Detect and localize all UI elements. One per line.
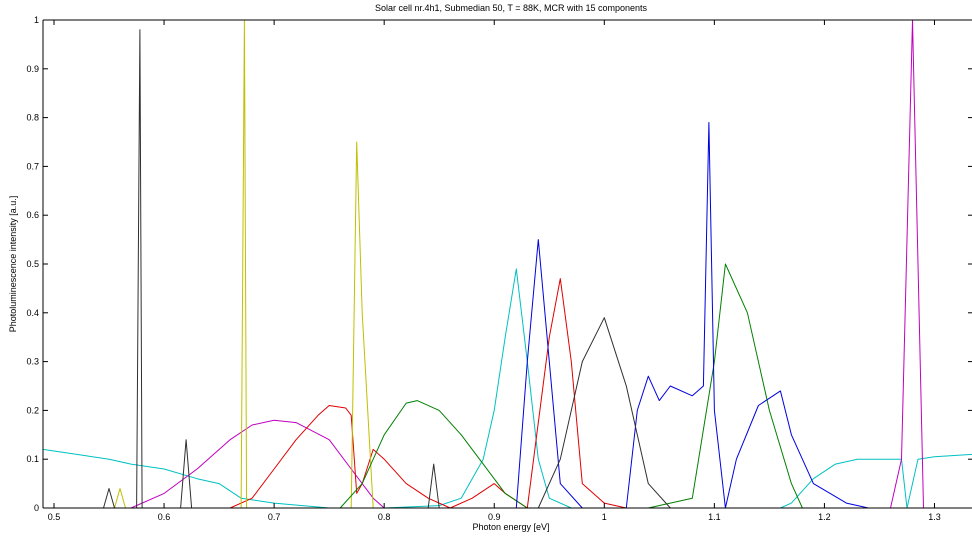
chart-title: Solar cell nr.4h1, Submedian 50, T = 88K… [375, 3, 648, 13]
x-axis: 0.5 0.6 0.7 0.8 0.9 1 1.1 1.2 1.3 [48, 20, 941, 522]
series-line-3 [43, 278, 972, 509]
x-tick-label: 0.8 [378, 512, 391, 522]
y-tick-label: 0 [34, 503, 39, 513]
y-tick-label: 1 [34, 15, 39, 25]
x-tick-label: 1.2 [818, 512, 831, 522]
y-tick-label: 0.7 [26, 161, 39, 171]
series-line-1 [42, 268, 972, 509]
y-tick-label: 0.2 [26, 405, 39, 415]
series-line-2 [43, 19, 972, 509]
y-tick-label: 0.3 [26, 357, 39, 367]
y-axis-label: Photoluminescence intensity [a.u.] [8, 196, 18, 333]
y-tick-label: 0.9 [26, 64, 39, 74]
x-tick-label: 0.5 [48, 512, 61, 522]
y-tick-label: 0.1 [26, 454, 39, 464]
x-tick-label: 1 [602, 512, 607, 522]
y-tick-label: 0.4 [26, 308, 39, 318]
y-tick-label: 0.5 [26, 259, 39, 269]
x-tick-label: 1.3 [928, 512, 941, 522]
x-tick-label: 0.9 [488, 512, 501, 522]
plot-area [43, 20, 972, 508]
x-tick-label: 0.7 [268, 512, 281, 522]
series-line-6 [43, 122, 972, 509]
y-tick-label: 0.8 [26, 113, 39, 123]
series-line-4 [43, 19, 972, 509]
y-tick-label: 0.6 [26, 210, 39, 220]
x-axis-label: Photon energy [eV] [472, 522, 549, 532]
y-axis: 0 0.1 0.2 0.3 0.4 0.5 0.6 0.7 0.8 0.9 1 [26, 15, 972, 513]
x-tick-label: 0.6 [158, 512, 171, 522]
x-tick-label: 1.1 [708, 512, 721, 522]
